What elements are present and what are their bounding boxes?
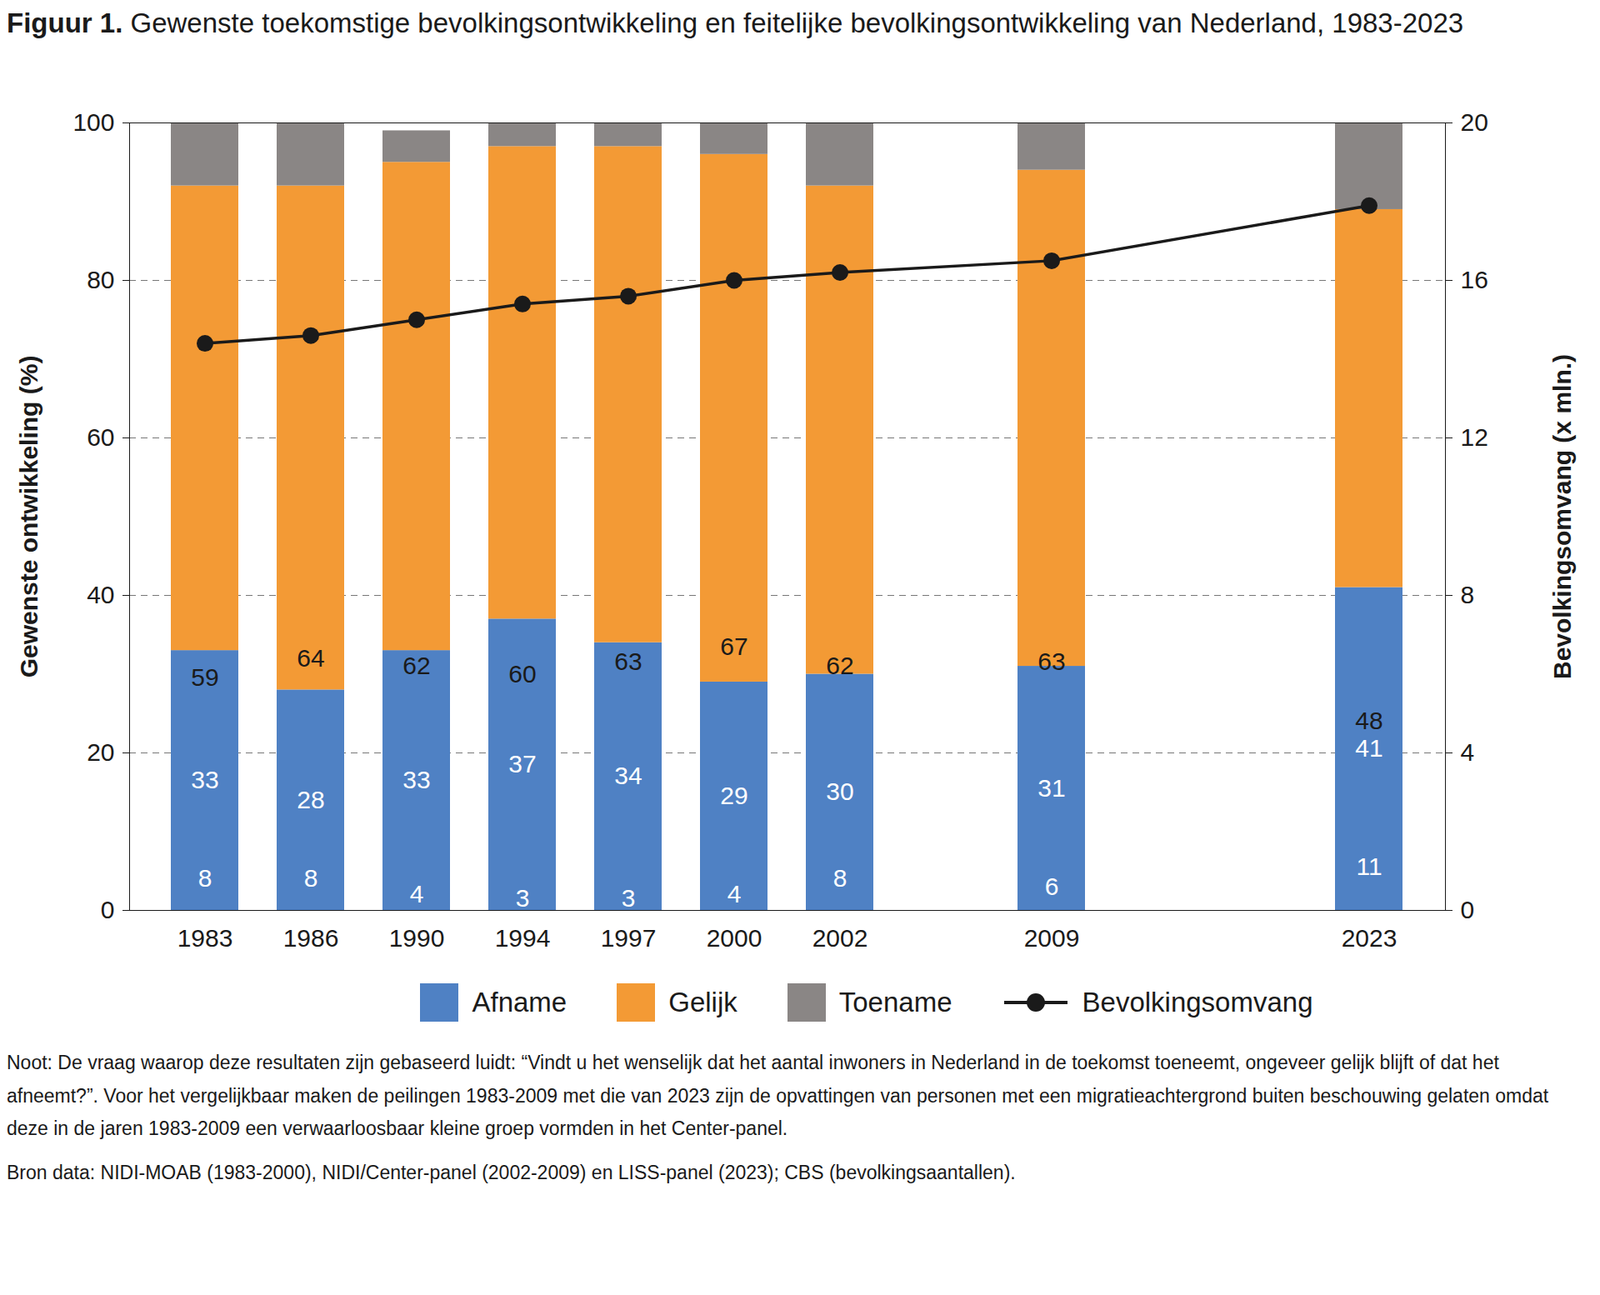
svg-text:2023: 2023 [1341,924,1398,952]
svg-text:0: 0 [1460,895,1475,924]
svg-text:6: 6 [1045,872,1060,900]
svg-text:1986: 1986 [283,924,340,952]
svg-text:29: 29 [720,781,748,810]
html-text:Figuur 1. Gewenste toekomstige: Figuur 1. Gewenste toekomstige bevolking… [6,7,1464,39]
svg-text:8: 8 [304,864,319,892]
svg-text:48: 48 [1355,706,1383,735]
svg-text:100: 100 [72,108,115,136]
svg-text:1997: 1997 [600,924,657,952]
html-text:Gelijk: Gelijk [668,986,738,1018]
html-text:Bron data: NIDI-MOAB (1983-200: Bron data: NIDI-MOAB (1983-2000), NIDI/C… [6,1161,1016,1183]
svg-text:2000: 2000 [706,924,763,952]
svg-text:64: 64 [296,644,325,672]
svg-text:59: 59 [190,663,219,691]
svg-text:28: 28 [296,785,325,814]
svg-text:4: 4 [410,880,425,908]
svg-text:34: 34 [614,761,642,790]
svg-text:1994: 1994 [495,924,551,952]
svg-text:16: 16 [1460,265,1489,294]
svg-text:63: 63 [614,647,642,675]
svg-text:Bevolkingsomvang (x mln.): Bevolkingsomvang (x mln.) [1548,354,1576,680]
svg-text:67: 67 [720,632,748,660]
svg-text:60: 60 [508,660,536,688]
svg-text:Gewenste ontwikkeling (%): Gewenste ontwikkeling (%) [15,355,43,679]
svg-text:8: 8 [833,864,848,892]
svg-text:12: 12 [1460,423,1489,451]
html-text:Toename: Toename [839,986,953,1018]
svg-text:80: 80 [86,265,115,294]
svg-text:0: 0 [100,895,115,924]
svg-text:8: 8 [198,864,213,892]
svg-text:37: 37 [508,750,536,778]
svg-text:41: 41 [1355,734,1383,762]
html-text:Afname: Afname [472,986,567,1018]
svg-text:3: 3 [515,884,530,912]
svg-text:63: 63 [1037,647,1065,675]
svg-text:3: 3 [621,884,636,912]
svg-text:1990: 1990 [389,924,445,952]
svg-text:11: 11 [1355,852,1382,880]
svg-text:2002: 2002 [812,924,869,952]
svg-text:62: 62 [402,651,430,680]
svg-text:2009: 2009 [1024,924,1080,952]
svg-text:40: 40 [86,580,115,609]
svg-text:20: 20 [86,738,115,766]
html-text:Bevolkingsomvang: Bevolkingsomvang [1082,986,1313,1018]
svg-text:4: 4 [1460,738,1475,766]
svg-text:31: 31 [1037,774,1065,802]
svg-text:8: 8 [1460,580,1475,609]
html-text:Noot: De vraag waarop deze res: Noot: De vraag waarop deze resultaten zi… [6,1051,1549,1140]
svg-text:20: 20 [1460,108,1489,136]
svg-text:1983: 1983 [177,924,234,952]
svg-text:30: 30 [825,777,854,805]
svg-text:60: 60 [86,423,115,451]
svg-text:62: 62 [825,651,854,680]
svg-text:33: 33 [190,765,219,794]
svg-text:33: 33 [402,765,430,794]
svg-text:4: 4 [727,880,742,908]
